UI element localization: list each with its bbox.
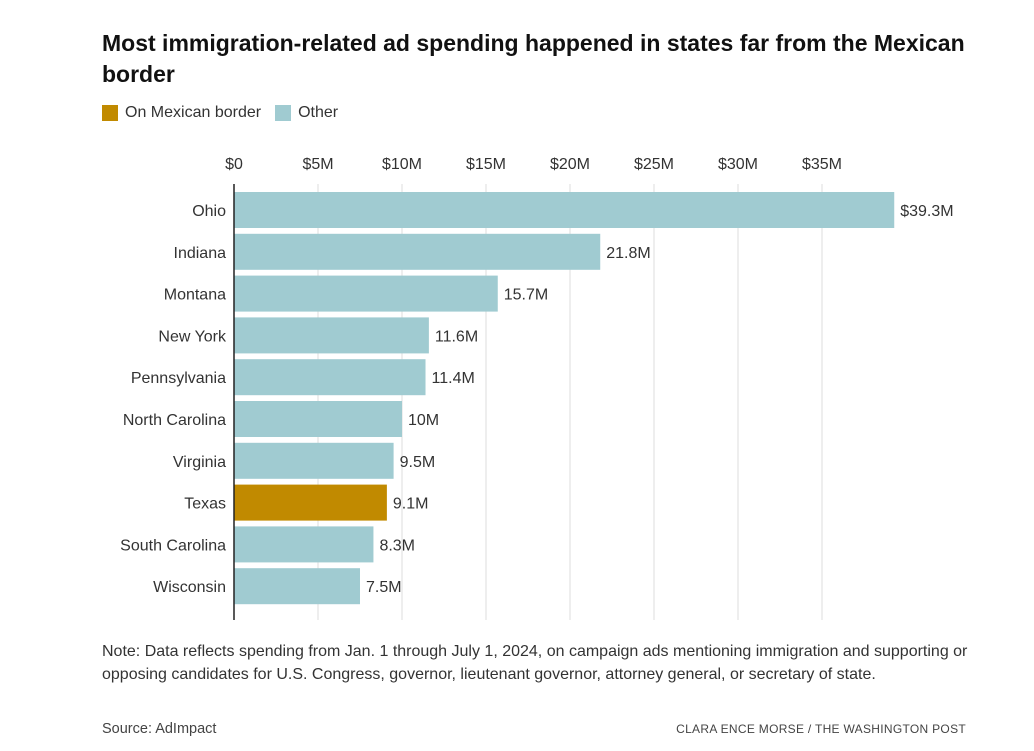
x-tick-label: $10M	[382, 156, 422, 173]
legend-label-other: Other	[298, 104, 339, 121]
value-label: 21.8M	[606, 245, 650, 262]
bar-pennsylvania	[234, 359, 426, 396]
category-label: Ohio	[192, 203, 226, 220]
value-label: 15.7M	[504, 287, 548, 304]
bar-new-york	[234, 317, 429, 354]
legend: On Mexican border Other	[102, 104, 352, 122]
bar-south-carolina	[234, 526, 374, 563]
chart-note: Note: Data reflects spending from Jan. 1…	[102, 643, 968, 683]
value-label: 7.5M	[366, 579, 402, 596]
legend-item-other: Other	[275, 104, 338, 122]
bar-indiana	[234, 233, 601, 270]
x-tick-label: $30M	[718, 156, 758, 173]
category-label: Pennsylvania	[131, 370, 226, 387]
value-label: $39.3M	[900, 203, 953, 220]
x-tick-label: $5M	[302, 156, 333, 173]
value-label: 11.4M	[432, 370, 475, 387]
x-tick-label: $0	[225, 156, 243, 173]
legend-swatch-other	[275, 105, 292, 121]
x-tick-label: $35M	[802, 156, 842, 173]
x-tick-label: $15M	[466, 156, 506, 173]
source-text: Source: AdImpact	[102, 721, 217, 737]
bar-chart: $0 $5M $10M $15M $20M $25M $30M $35M Ohio $39.3M I…	[120, 156, 954, 620]
value-label: 11.6M	[435, 328, 478, 345]
category-label: South Carolina	[120, 537, 226, 554]
value-label: 9.5M	[400, 454, 436, 471]
category-label: North Carolina	[123, 412, 226, 429]
category-label: Montana	[164, 287, 226, 304]
bar-ohio	[234, 192, 895, 228]
x-tick-label: $20M	[550, 156, 590, 173]
category-label: New York	[158, 328, 227, 345]
credit-text: CLARA ENCE MORSE / THE WASHINGTON POST	[676, 722, 966, 736]
x-tick-label: $25M	[634, 156, 674, 173]
bar-wisconsin	[234, 568, 360, 605]
legend-item-border: On Mexican border	[102, 104, 261, 122]
legend-swatch-border	[102, 105, 118, 121]
bar-virginia	[234, 442, 394, 479]
bar-north-carolina	[234, 401, 402, 437]
category-label: Texas	[184, 496, 226, 513]
category-label: Virginia	[173, 454, 226, 471]
bar-montana	[234, 275, 498, 312]
value-label: 10M	[408, 412, 439, 429]
legend-label-border: On Mexican border	[125, 104, 262, 121]
category-label: Wisconsin	[153, 579, 226, 596]
chart-title: Most immigration-related ad spending hap…	[102, 30, 965, 87]
value-label: 8.3M	[379, 537, 415, 554]
category-label: Indiana	[174, 245, 227, 262]
bar-texas	[234, 484, 387, 521]
value-label: 9.1M	[393, 496, 429, 513]
footer: Source: AdImpact CLARA ENCE MORSE / THE …	[102, 721, 966, 737]
